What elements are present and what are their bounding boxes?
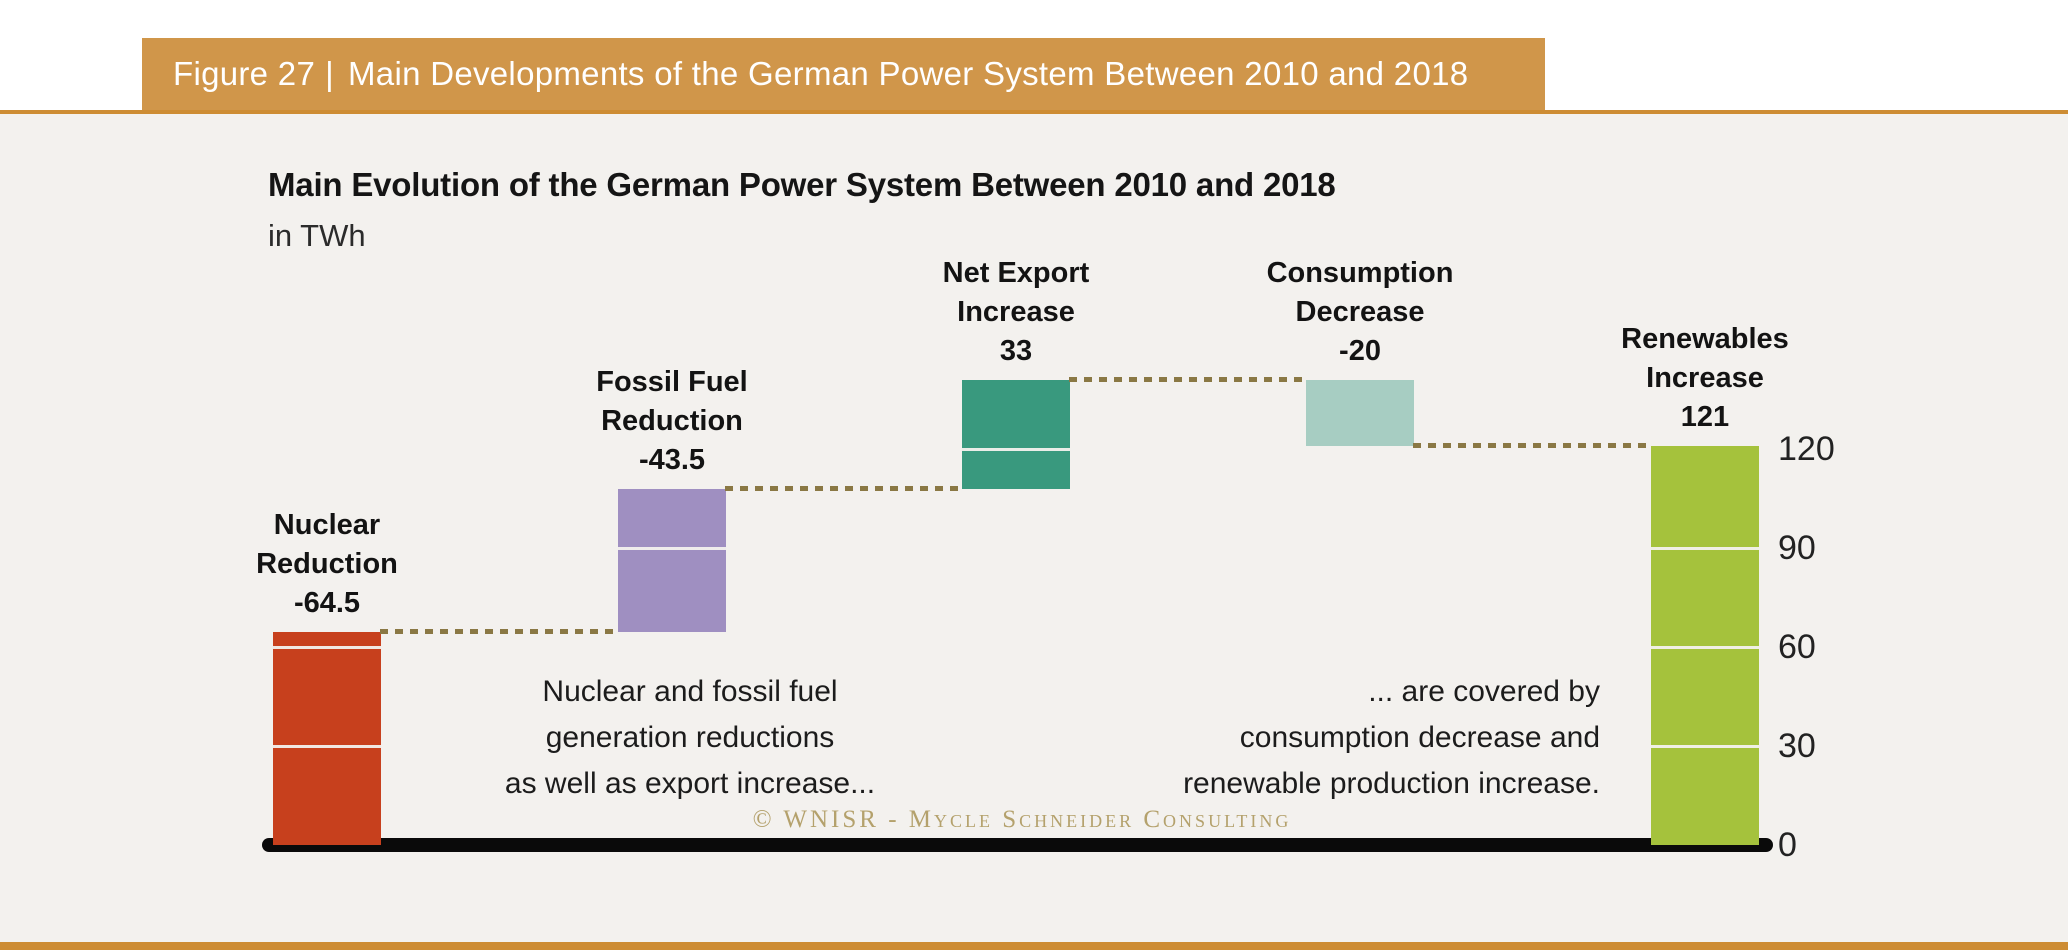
annotation-line: Nuclear and fossil fuel	[542, 675, 838, 708]
bar-label-line: Increase	[1646, 361, 1764, 394]
bar-label-line: Reduction	[601, 404, 743, 437]
bar-label-nuclear-reduction: Nuclear Reduction -64.5	[127, 506, 527, 623]
chart-title: Main Evolution of the German Power Syste…	[268, 166, 1336, 203]
annotation-right: ... are covered by consumption decrease …	[940, 669, 1600, 807]
annotation-line: renewable production increase.	[1183, 767, 1600, 800]
gridline-segment	[273, 744, 381, 748]
figure-header-band: Figure 27 | Main Developments of the Ger…	[142, 38, 1545, 110]
gridline-segment	[1651, 645, 1759, 649]
gridline-segment	[1651, 546, 1759, 550]
gridline-segment	[273, 645, 381, 649]
bar-label-line: -64.5	[293, 587, 361, 620]
bar-label-line: Renewables	[1621, 322, 1789, 355]
bar-label-line: Increase	[957, 295, 1075, 328]
figure-label: Figure 27	[173, 55, 316, 92]
bar-label-line: Fossil Fuel	[596, 365, 748, 398]
bar-net-export-increase	[962, 379, 1070, 489]
bar-label-line: 33	[999, 334, 1033, 367]
connector-line	[380, 629, 619, 635]
connector-line	[725, 485, 963, 491]
bar-consumption-decrease	[1306, 379, 1414, 446]
y-axis-tick-90: 90	[1778, 529, 1816, 567]
figure-separator: |	[325, 55, 334, 92]
bar-label-line: Reduction	[256, 548, 398, 581]
annotation-line: ... are covered by	[1368, 675, 1600, 708]
bar-fossil-fuel-reduction	[618, 488, 726, 633]
gridline-segment	[962, 447, 1070, 451]
bottom-border	[0, 942, 2068, 950]
bar-label-net-export-increase: Net Export Increase 33	[816, 254, 1216, 371]
bar-nuclear-reduction	[273, 632, 381, 845]
annotation-line: as well as export increase...	[504, 767, 876, 800]
chart-subtitle: in TWh	[268, 218, 366, 253]
gridline-segment	[1651, 744, 1759, 748]
annotation-left: Nuclear and fossil fuel generation reduc…	[360, 669, 1020, 807]
connector-line	[1413, 442, 1652, 448]
bar-renewables-increase	[1651, 445, 1759, 845]
bar-label-fossil-fuel-reduction: Fossil Fuel Reduction -43.5	[472, 363, 872, 480]
gridline-segment	[618, 546, 726, 550]
connector-line	[1069, 376, 1307, 382]
y-axis-tick-120: 120	[1778, 430, 1835, 468]
bar-label-line: 121	[1680, 400, 1730, 433]
bar-label-line: Consumption	[1266, 256, 1454, 289]
bar-label-line: -20	[1339, 334, 1381, 367]
bar-label-consumption-decrease: Consumption Decrease -20	[1160, 254, 1560, 371]
bar-label-line: Decrease	[1295, 295, 1425, 328]
bar-label-line: Net Export	[942, 256, 1090, 289]
annotation-line: generation reductions	[545, 721, 835, 754]
x-axis-line	[262, 838, 1773, 852]
chart-canvas: Main Evolution of the German Power Syste…	[0, 114, 2068, 942]
annotation-line: consumption decrease and	[1239, 721, 1600, 754]
bar-label-line: Nuclear	[273, 509, 381, 542]
copyright-note: © WNISR - Mycle Schneider Consulting	[752, 806, 1292, 833]
top-rule	[0, 110, 2068, 114]
y-axis-tick-30: 30	[1778, 727, 1816, 765]
bar-label-renewables-increase: Renewables Increase 121	[1505, 320, 1905, 437]
y-axis-tick-0: 0	[1778, 826, 1797, 864]
bar-label-line: -43.5	[638, 443, 706, 476]
y-axis-tick-60: 60	[1778, 628, 1816, 666]
figure-header-title: Main Developments of the German Power Sy…	[348, 55, 1469, 92]
